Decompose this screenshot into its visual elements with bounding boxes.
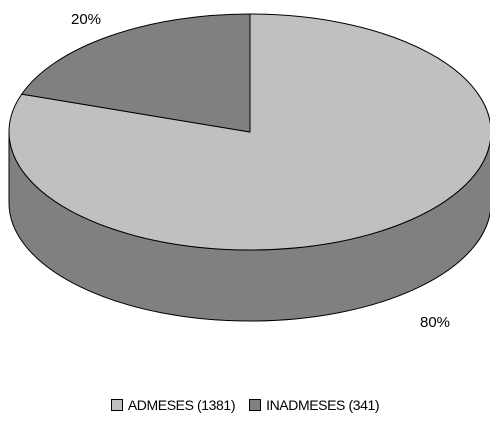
legend-label-admeses: ADMESES (1381) xyxy=(127,397,236,413)
slice-label-admeses: 80% xyxy=(420,314,450,331)
legend-item-inadmeses: INADMESES (341) xyxy=(249,397,380,413)
slice-label-inadmeses: 20% xyxy=(71,11,101,28)
legend: ADMESES (1381) INADMESES (341) xyxy=(0,397,490,413)
legend-swatch-inadmeses xyxy=(249,399,262,411)
pie-slice-inadmeses xyxy=(20,13,251,133)
legend-item-admeses: ADMESES (1381) xyxy=(110,397,236,413)
legend-swatch-admeses xyxy=(110,399,123,411)
legend-label-inadmeses: INADMESES (341) xyxy=(266,397,380,413)
pie-chart: 80% 20% xyxy=(8,11,490,331)
pie-slices xyxy=(8,13,490,322)
